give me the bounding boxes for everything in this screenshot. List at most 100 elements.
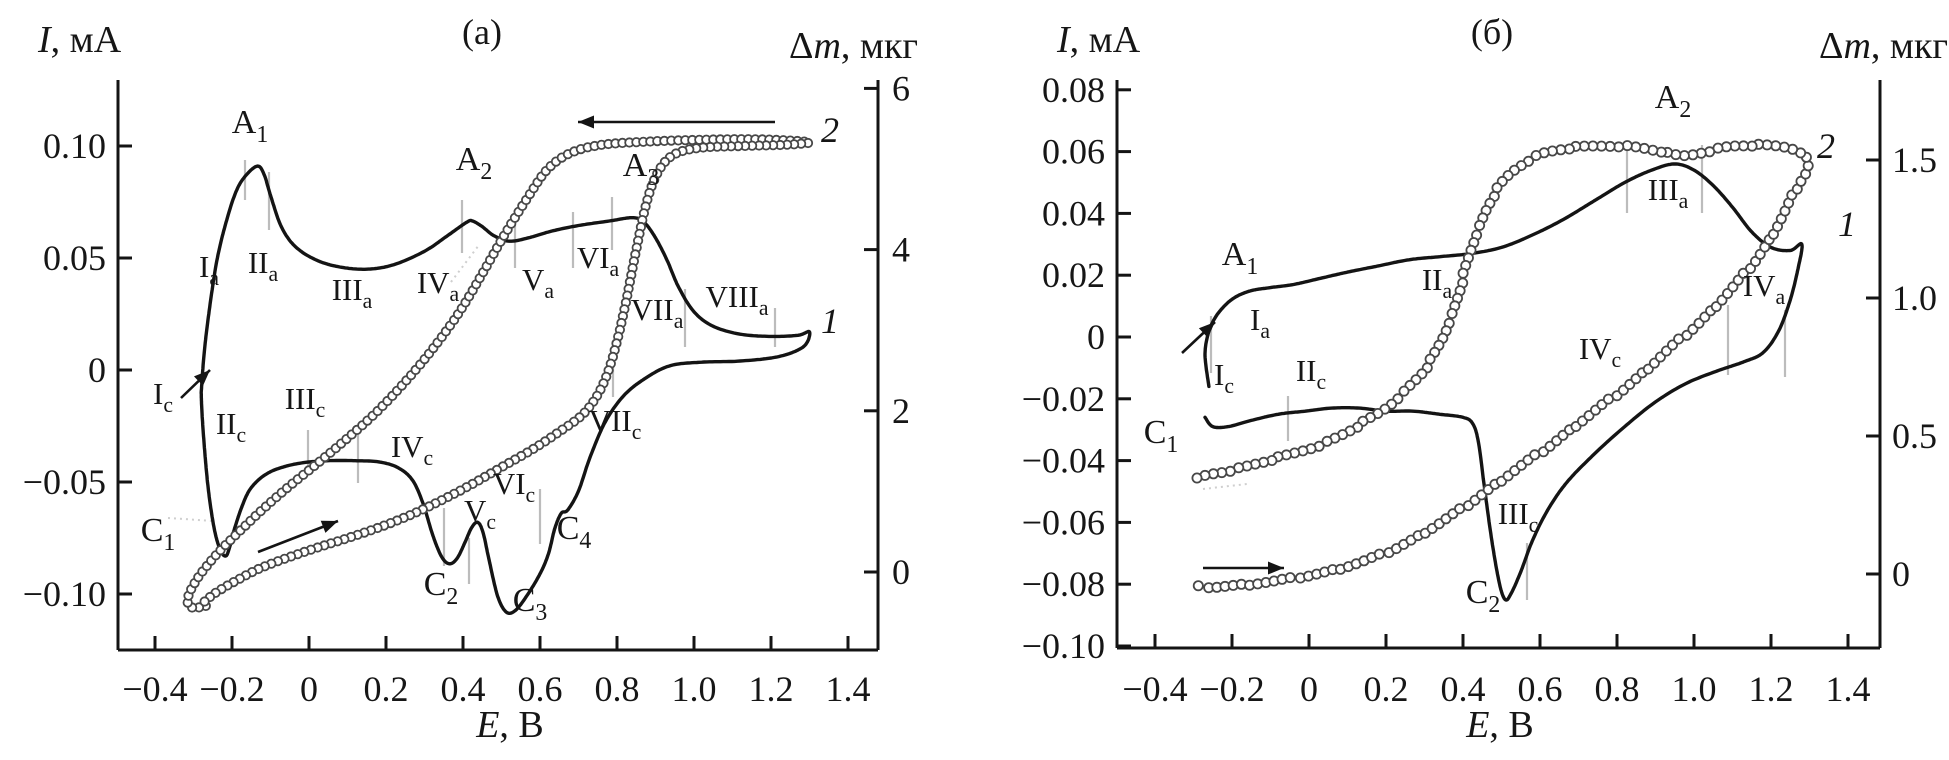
annotation-Ia-a: Ia: [199, 249, 219, 290]
x-tick-label-a: 1.2: [749, 669, 794, 709]
x-tick-label-b: 0.2: [1364, 669, 1409, 709]
left-tick-label-a: −0.05: [23, 462, 106, 502]
direction-arrowhead-b: [1198, 322, 1215, 338]
annotation-IIa-a: IIa: [248, 245, 279, 286]
annotation-C2-a: C2: [424, 566, 459, 610]
data-point-circle: [1373, 548, 1385, 560]
left-tick-label-b: 0.02: [1042, 255, 1105, 295]
annotation-IVc-a: IVc: [391, 429, 433, 470]
annotation-Vc-a: Vc: [464, 493, 496, 534]
curve-number-1-b: 1: [1838, 204, 1856, 244]
x-tick-label-a: 0: [300, 669, 318, 709]
direction-arrowhead-b: [1268, 561, 1284, 575]
curve-number-2-b: 2: [1817, 126, 1835, 166]
left-tick-label-b: −0.10: [1022, 626, 1105, 666]
data-point-circle: [1621, 140, 1633, 152]
data-point-circle: [199, 596, 210, 607]
right-tick-label-a: 4: [892, 230, 910, 270]
cv-curve-b: [1203, 162, 1804, 602]
data-point-circle: [1398, 385, 1410, 397]
x-tick-label-b: 1.2: [1749, 669, 1794, 709]
panel-label-b: (б): [1471, 12, 1513, 52]
cv-curve-a: [199, 164, 812, 615]
annotation-Va-a: Va: [522, 262, 554, 303]
left-tick-label-a: 0.05: [43, 238, 106, 278]
x-tick-label-a: 0.4: [441, 669, 486, 709]
annotation-A3-a: A3: [623, 147, 659, 191]
annotation-VIIIa-a: VIIIa: [706, 279, 769, 320]
annotation-IIIa-a: IIIa: [332, 272, 373, 313]
left-axis-title-b: I, мА: [1056, 19, 1141, 61]
annotation-C1-b: C1: [1144, 414, 1179, 458]
dotted-leader-a: [167, 517, 215, 522]
annotation-A1-b: A1: [1222, 236, 1258, 280]
data-point-circle: [1778, 141, 1790, 153]
data-point-circle: [1530, 149, 1542, 161]
x-tick-label-b: −0.4: [1122, 669, 1187, 709]
curve-number-1-a: 1: [821, 301, 839, 341]
x-tick-label-b: 0.6: [1518, 669, 1563, 709]
curve-number-2-a: 2: [821, 110, 839, 150]
x-tick-label-a: 1.0: [672, 669, 717, 709]
data-point-circle: [1529, 449, 1541, 461]
annotation-C3-a: C3: [513, 582, 548, 626]
annotation-VIc-a: VIc: [493, 466, 535, 507]
left-tick-label-a: 0.10: [43, 126, 106, 166]
x-tick-label-a: −0.2: [199, 669, 264, 709]
right-axis-title-a: Δm, мкг: [789, 25, 918, 67]
mass-curve-b: [1191, 138, 1814, 594]
left-tick-label-b: 0.04: [1042, 193, 1105, 233]
data-point-circle: [1446, 307, 1458, 319]
left-tick-label-b: 0: [1087, 317, 1105, 357]
annotation-IIIa-b: IIIa: [1648, 172, 1689, 213]
data-point-circle: [1284, 572, 1296, 584]
left-tick-label-a: −0.10: [23, 574, 106, 614]
x-tick-label-b: 1.0: [1672, 669, 1717, 709]
annotation-IIc-b: IIc: [1296, 353, 1326, 394]
x-tick-label-a: 0.2: [364, 669, 409, 709]
direction-arrowhead-a: [193, 370, 210, 386]
annotation-VIIc-a: VIIc: [589, 403, 642, 444]
annotation-IIc-a: IIc: [216, 406, 246, 447]
annotation-IVc-b: IVc: [1579, 331, 1621, 372]
left-tick-label-b: −0.06: [1022, 502, 1105, 542]
left-tick-label-b: 0.06: [1042, 132, 1105, 172]
annotation-A1-a: A1: [232, 104, 268, 148]
annotation-Ia-b: Ia: [1250, 302, 1270, 343]
right-tick-label-b: 0: [1892, 554, 1910, 594]
data-point-circle: [1474, 219, 1486, 231]
data-point-circle: [1454, 503, 1466, 515]
right-tick-label-b: 0.5: [1892, 416, 1937, 456]
panel-label-a: (а): [462, 12, 502, 52]
annotation-C1-a: C1: [141, 512, 176, 556]
annotation-C2-b: C2: [1466, 574, 1501, 618]
annotation-Ic-a: Ic: [153, 376, 173, 417]
direction-arrowhead-a: [578, 115, 594, 129]
dotted-leader-b: [1202, 483, 1248, 490]
left-axis-title-a: I, мА: [37, 19, 122, 61]
right-tick-label-b: 1.5: [1892, 140, 1937, 180]
annotation-C4-a: C4: [557, 510, 592, 554]
annotation-IIa-b: IIa: [1422, 262, 1453, 303]
annotation-IVa-a: IVa: [417, 265, 460, 306]
annotation-VIa-a: VIa: [577, 240, 620, 281]
left-tick-label-a: 0: [88, 350, 106, 390]
annotation-VIIa-a: VIIa: [631, 292, 684, 333]
x-tick-label-a: 0.8: [595, 669, 640, 709]
left-tick-label-b: 0.08: [1042, 70, 1105, 110]
data-point-circle: [1191, 472, 1203, 484]
right-tick-label-a: 2: [892, 391, 910, 431]
right-tick-label-a: 6: [892, 68, 910, 108]
x-tick-label-b: 0: [1300, 669, 1318, 709]
annotation-A2-a: A2: [456, 141, 492, 185]
direction-arrowhead-a: [320, 520, 338, 533]
mass-curve-a: [182, 134, 814, 613]
data-point-circle: [1321, 435, 1333, 447]
dotted-leader-a: [450, 244, 480, 283]
data-point-circle: [1457, 267, 1469, 279]
x-tick-label-a: 0.6: [518, 669, 563, 709]
x-tick-label-b: 1.4: [1826, 669, 1871, 709]
right-tick-label-b: 1.0: [1892, 278, 1937, 318]
